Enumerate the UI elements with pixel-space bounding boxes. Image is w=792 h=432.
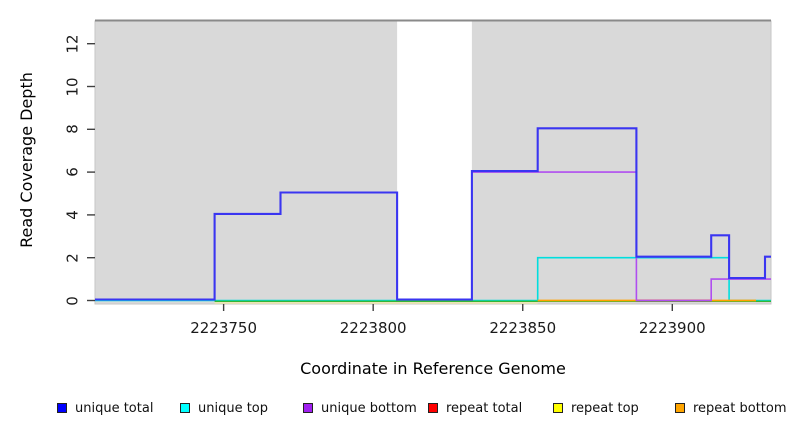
masked-gap-band <box>397 21 472 301</box>
x-tick-label: 2223900 <box>638 319 706 337</box>
legend-swatch-icon <box>57 403 67 413</box>
y-tick-label: 12 <box>63 34 82 54</box>
y-tick-label: 4 <box>63 210 82 220</box>
series-unique-total <box>95 127 771 301</box>
x-tick-label: 2223750 <box>190 319 258 337</box>
series-unique-bottom <box>471 171 771 302</box>
legend-item-label: repeat bottom <box>693 400 787 416</box>
y-tick-label: 2 <box>63 252 82 263</box>
legend-item-label: unique bottom <box>321 400 417 416</box>
legend-item: unique bottom <box>303 398 417 418</box>
y-tick-label: 6 <box>63 167 82 177</box>
legend-item-label: repeat top <box>571 400 639 416</box>
legend-item: repeat top <box>553 398 639 418</box>
x-axis-title: Coordinate in Reference Genome <box>300 359 566 378</box>
legend-item: unique top <box>180 398 268 418</box>
x-tick-label: 2223800 <box>339 319 407 337</box>
chart-legend: unique total unique top unique bottom re… <box>0 398 792 420</box>
legend-swatch-icon <box>180 403 190 413</box>
legend-item-label: unique total <box>75 400 154 416</box>
legend-item: repeat bottom <box>675 398 787 418</box>
legend-item-label: repeat total <box>446 400 523 416</box>
y-tick-label: 8 <box>63 124 82 135</box>
legend-swatch-icon <box>553 403 563 413</box>
legend-item-label: unique top <box>198 400 269 416</box>
legend-swatch-icon <box>303 403 313 413</box>
y-tick-label: 0 <box>63 295 82 306</box>
legend-swatch-icon <box>428 403 438 413</box>
x-tick-label: 2223850 <box>489 319 557 337</box>
legend-swatch-icon <box>675 403 685 413</box>
y-axis-title: Read Coverage Depth <box>17 71 36 248</box>
legend-item: unique total <box>57 398 153 418</box>
y-tick-label: 10 <box>63 76 82 97</box>
legend-item: repeat total <box>428 398 522 418</box>
